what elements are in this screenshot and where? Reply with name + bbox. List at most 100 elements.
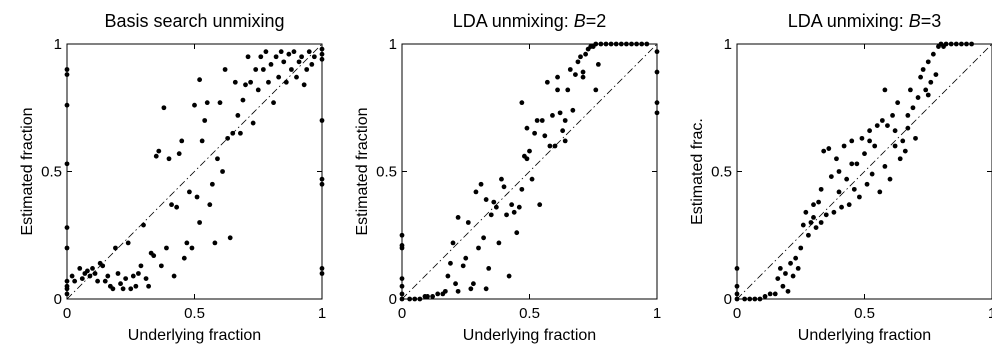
data-point bbox=[831, 209, 837, 215]
data-point bbox=[64, 67, 70, 72]
data-point bbox=[486, 266, 492, 271]
data-point bbox=[255, 87, 261, 93]
x-tick-label: 0 bbox=[733, 305, 741, 322]
data-point bbox=[783, 271, 788, 276]
data-point bbox=[537, 202, 543, 208]
data-point bbox=[283, 79, 289, 85]
data-point bbox=[79, 276, 85, 281]
data-point bbox=[798, 245, 804, 251]
data-point bbox=[64, 161, 70, 167]
data-point bbox=[854, 161, 860, 167]
x-tick-label: 0.5 bbox=[854, 305, 875, 322]
y-tick-label: 1 bbox=[54, 36, 62, 53]
data-point bbox=[890, 113, 895, 118]
data-point bbox=[603, 41, 609, 47]
identity-line bbox=[401, 43, 658, 300]
data-point bbox=[232, 79, 238, 85]
data-point bbox=[481, 235, 486, 241]
data-point bbox=[925, 92, 931, 98]
data-point bbox=[654, 110, 660, 116]
data-point bbox=[453, 281, 458, 287]
data-point bbox=[276, 74, 282, 80]
data-point bbox=[514, 230, 520, 236]
data-point bbox=[570, 107, 576, 113]
data-point bbox=[775, 276, 781, 281]
data-point bbox=[227, 235, 233, 241]
x-axis-label: Underlying fraction bbox=[128, 327, 261, 344]
data-point bbox=[506, 273, 512, 279]
data-point bbox=[573, 72, 578, 77]
data-point bbox=[895, 100, 901, 106]
data-point bbox=[230, 130, 236, 136]
data-point bbox=[319, 181, 325, 187]
data-point bbox=[905, 125, 911, 131]
data-point bbox=[281, 59, 287, 65]
identity-line bbox=[736, 43, 992, 300]
data-point bbox=[788, 260, 793, 266]
data-point bbox=[874, 123, 880, 128]
data-point bbox=[184, 240, 190, 246]
data-point bbox=[166, 156, 172, 162]
data-point bbox=[125, 240, 131, 246]
data-point bbox=[220, 169, 225, 174]
data-point bbox=[885, 123, 890, 128]
data-point bbox=[544, 79, 550, 85]
data-point bbox=[550, 113, 555, 118]
data-point bbox=[319, 271, 325, 276]
data-point bbox=[192, 102, 197, 108]
data-point bbox=[194, 194, 200, 200]
y-axis-label: Estimated fraction bbox=[354, 107, 371, 235]
data-point bbox=[747, 296, 753, 302]
x-tick-label: 0.5 bbox=[519, 305, 540, 322]
data-point bbox=[959, 41, 964, 47]
data-point bbox=[176, 151, 182, 157]
data-point bbox=[299, 54, 304, 60]
data-point bbox=[872, 143, 878, 149]
data-point bbox=[654, 49, 660, 55]
data-point bbox=[547, 143, 553, 149]
data-point bbox=[803, 209, 809, 215]
data-point bbox=[808, 220, 814, 225]
data-point bbox=[828, 174, 834, 180]
data-point bbox=[767, 291, 773, 297]
scatter-points bbox=[734, 41, 974, 302]
data-point bbox=[483, 286, 489, 292]
data-point bbox=[529, 176, 535, 182]
data-point bbox=[291, 49, 297, 55]
data-point bbox=[867, 138, 872, 144]
data-point bbox=[897, 156, 903, 162]
data-point bbox=[892, 128, 898, 134]
data-point bbox=[266, 79, 271, 85]
data-point bbox=[877, 189, 883, 195]
x-tick-label: 1 bbox=[988, 305, 992, 322]
data-point bbox=[534, 118, 540, 123]
data-point bbox=[519, 100, 525, 106]
y-tick-label: 1 bbox=[389, 36, 397, 53]
data-point bbox=[95, 278, 100, 284]
data-point bbox=[851, 186, 857, 192]
data-point bbox=[887, 176, 893, 182]
data-point bbox=[933, 72, 939, 77]
data-point bbox=[841, 143, 847, 149]
data-point bbox=[882, 164, 888, 169]
data-point bbox=[813, 225, 819, 231]
data-point bbox=[862, 151, 867, 157]
data-point bbox=[867, 128, 872, 134]
data-point bbox=[399, 276, 405, 281]
data-point bbox=[85, 268, 90, 274]
data-point bbox=[465, 220, 471, 225]
data-point bbox=[238, 130, 243, 136]
data-point bbox=[309, 62, 315, 67]
data-point bbox=[235, 113, 241, 118]
data-point bbox=[567, 67, 573, 72]
data-point bbox=[943, 41, 949, 47]
data-point bbox=[435, 291, 441, 297]
data-point bbox=[151, 253, 157, 259]
data-point bbox=[524, 125, 530, 131]
data-point bbox=[164, 245, 169, 251]
data-point bbox=[169, 202, 174, 208]
y-tick-label: 0 bbox=[389, 291, 397, 308]
data-point bbox=[296, 59, 302, 65]
data-point bbox=[240, 97, 246, 103]
data-point bbox=[399, 283, 405, 289]
